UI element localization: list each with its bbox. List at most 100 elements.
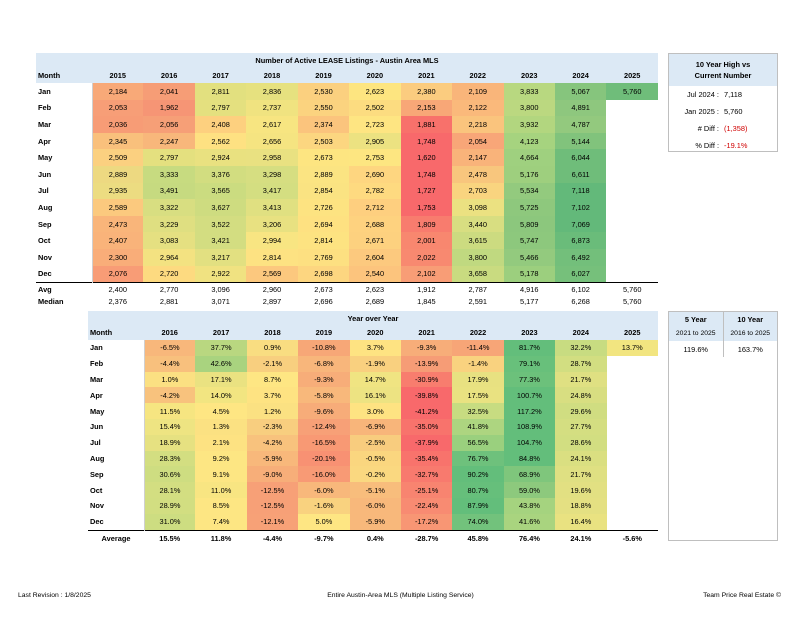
yoy-percent-cell: -35.4% [400,450,453,467]
listing-count-cell: 2,056 [143,116,195,133]
month-label: Aug [88,450,145,467]
table-row: Jan -6.5% 37.7% 0.9% -10.8% 3.7% -9.3% -11.4% 81… [88,340,659,356]
listing-count-cell: 2,300 [92,248,144,266]
summary-value: 1,845 [400,295,453,308]
summary-value: 5,760 [606,282,658,296]
listing-count-cell: 2,562 [194,132,247,150]
listing-count-cell: 2,604 [349,248,401,266]
year-column-header: 2022 [452,67,504,83]
yoy-percent-cell [606,497,659,514]
summary-value: 1,912 [400,282,453,296]
high-box-value: (1,358) [724,124,748,133]
yoy-percent-cell: 9.1% [195,466,247,483]
year-column-header: 2016 [144,325,196,340]
yoy-percent-cell: -12.5% [246,482,299,498]
month-label: May [88,403,145,419]
summary-value: 5,760 [606,295,658,308]
summary-value: 2,897 [246,295,298,308]
yoy-percent-cell: 28.3% [144,450,196,467]
yoy-percent-cell: -0.5% [349,450,401,467]
yoy-percent-cell: 15.4% [144,418,196,435]
listing-count-cell: 2,854 [297,182,350,200]
listing-count-cell: 2,737 [246,99,298,117]
listing-count-cell: 2,814 [297,232,350,249]
summary-value: 15.5% [144,529,196,547]
month-label: Feb [36,99,93,117]
year-column-header: 2024 [554,67,607,83]
year-column-header: 2020 [349,67,401,83]
yoy-percent-cell: -41.2% [400,403,453,419]
yoy-percent-cell: 8.5% [195,497,247,514]
year-column-header: 2017 [195,325,247,340]
yoy-percent-cell: 3.7% [246,387,299,404]
average-row: Avg 2,400 2,770 3,096 2,960 2,673 2,623 1,912 2,… [36,282,658,296]
summary-value: 3,096 [194,282,247,296]
yoy-percent-cell: 100.7% [503,387,556,404]
listing-count-cell: 2,478 [452,165,504,183]
listing-count-cell: 2,673 [297,149,350,166]
summary-value: 5,177 [503,295,555,308]
listing-count-cell: 2,769 [297,248,350,266]
month-column-header: Month [88,325,144,340]
yoy-percent-cell: 16.1% [349,387,401,404]
year-column-header: 2016 [143,67,195,83]
yoy-percent-cell: -39.8% [400,387,453,404]
yoy-percent-cell: 81.7% [503,340,556,356]
yoy-percent-cell: -0.2% [349,466,401,483]
listings-table-title: Number of Active LEASE Listings - Austin… [36,53,658,67]
listing-count-cell: 3,083 [143,232,195,249]
summary-value: 2,400 [92,282,144,296]
yoy-percent-cell [606,355,659,372]
summary-label: Average [88,529,144,547]
listing-count-cell: 3,800 [503,99,555,117]
table-row: Oct 28.1% 11.0% -12.5% -6.0% -5.1% -25.1% 80.7%… [88,482,659,498]
summary-value: 2,770 [143,282,195,296]
listing-count-cell: 2,153 [400,99,453,117]
table-row: Dec 31.0% 7.4% -12.1% 5.0% -5.9% -17.2% 74.0% 41… [88,513,659,531]
month-label: Nov [36,248,93,266]
listing-count-cell: 2,502 [349,99,401,117]
yoy-percent-cell: -25.1% [400,482,453,498]
listing-count-cell: 2,076 [92,265,144,283]
yoy-percent-cell: 3.7% [349,340,401,356]
listing-count-cell: 4,123 [503,132,555,150]
listing-count-cell [606,265,658,283]
listing-count-cell: 2,703 [452,182,504,200]
high-box-key: % Diff : [695,141,719,150]
listing-count-cell: 2,530 [297,83,350,100]
listing-count-cell: 5,747 [503,232,555,249]
listing-count-cell: 1,620 [400,149,453,166]
listing-count-cell: 2,407 [92,232,144,249]
listing-count-cell [606,132,658,150]
listing-count-cell: 2,922 [194,265,247,283]
yoy-percent-cell: 24.1% [555,450,607,467]
yoy-percent-cell: -1.6% [298,497,350,514]
listing-count-cell: 2,617 [246,116,298,133]
yoy-percent-cell: -17.2% [400,513,453,531]
listing-count-cell: 5,176 [503,165,555,183]
high-box-value: -19.1% [724,141,748,150]
last-revision-text: Last Revision : 1/8/2025 [18,592,91,599]
yoy-percent-cell: 87.9% [452,497,504,514]
five-year-range: 2021 to 2025 [669,326,724,341]
listing-count-cell: 2,218 [452,116,504,133]
yoy-percent-cell: -9.3% [298,371,350,388]
growth-summary-box: 5 Year 10 Year 2021 to 2025 2016 to 2025… [668,311,778,541]
yoy-percent-cell: 5.0% [298,513,350,531]
yoy-percent-cell: -5.8% [298,387,350,404]
year-column-header: 2021 [400,67,453,83]
listing-count-cell: 2,550 [297,99,350,117]
summary-value: 2,696 [297,295,350,308]
year-column-header: 2018 [246,67,298,83]
listing-count-cell: 7,102 [554,199,607,216]
listing-count-cell: 5,144 [554,132,607,150]
yoy-percent-cell: 11.0% [195,482,247,498]
listing-count-cell [606,199,658,216]
listing-count-cell: 2,889 [92,165,144,183]
listing-count-cell: 6,873 [554,232,607,249]
listing-count-cell: 3,298 [246,165,298,183]
yoy-table-title: Year over Year [88,311,659,325]
month-label: Oct [36,232,93,249]
yoy-percent-cell: 28.9% [144,497,196,514]
table-row: May 11.5% 4.5% 1.2% -9.6% 3.0% -41.2% 32.5% 117.… [88,403,659,419]
